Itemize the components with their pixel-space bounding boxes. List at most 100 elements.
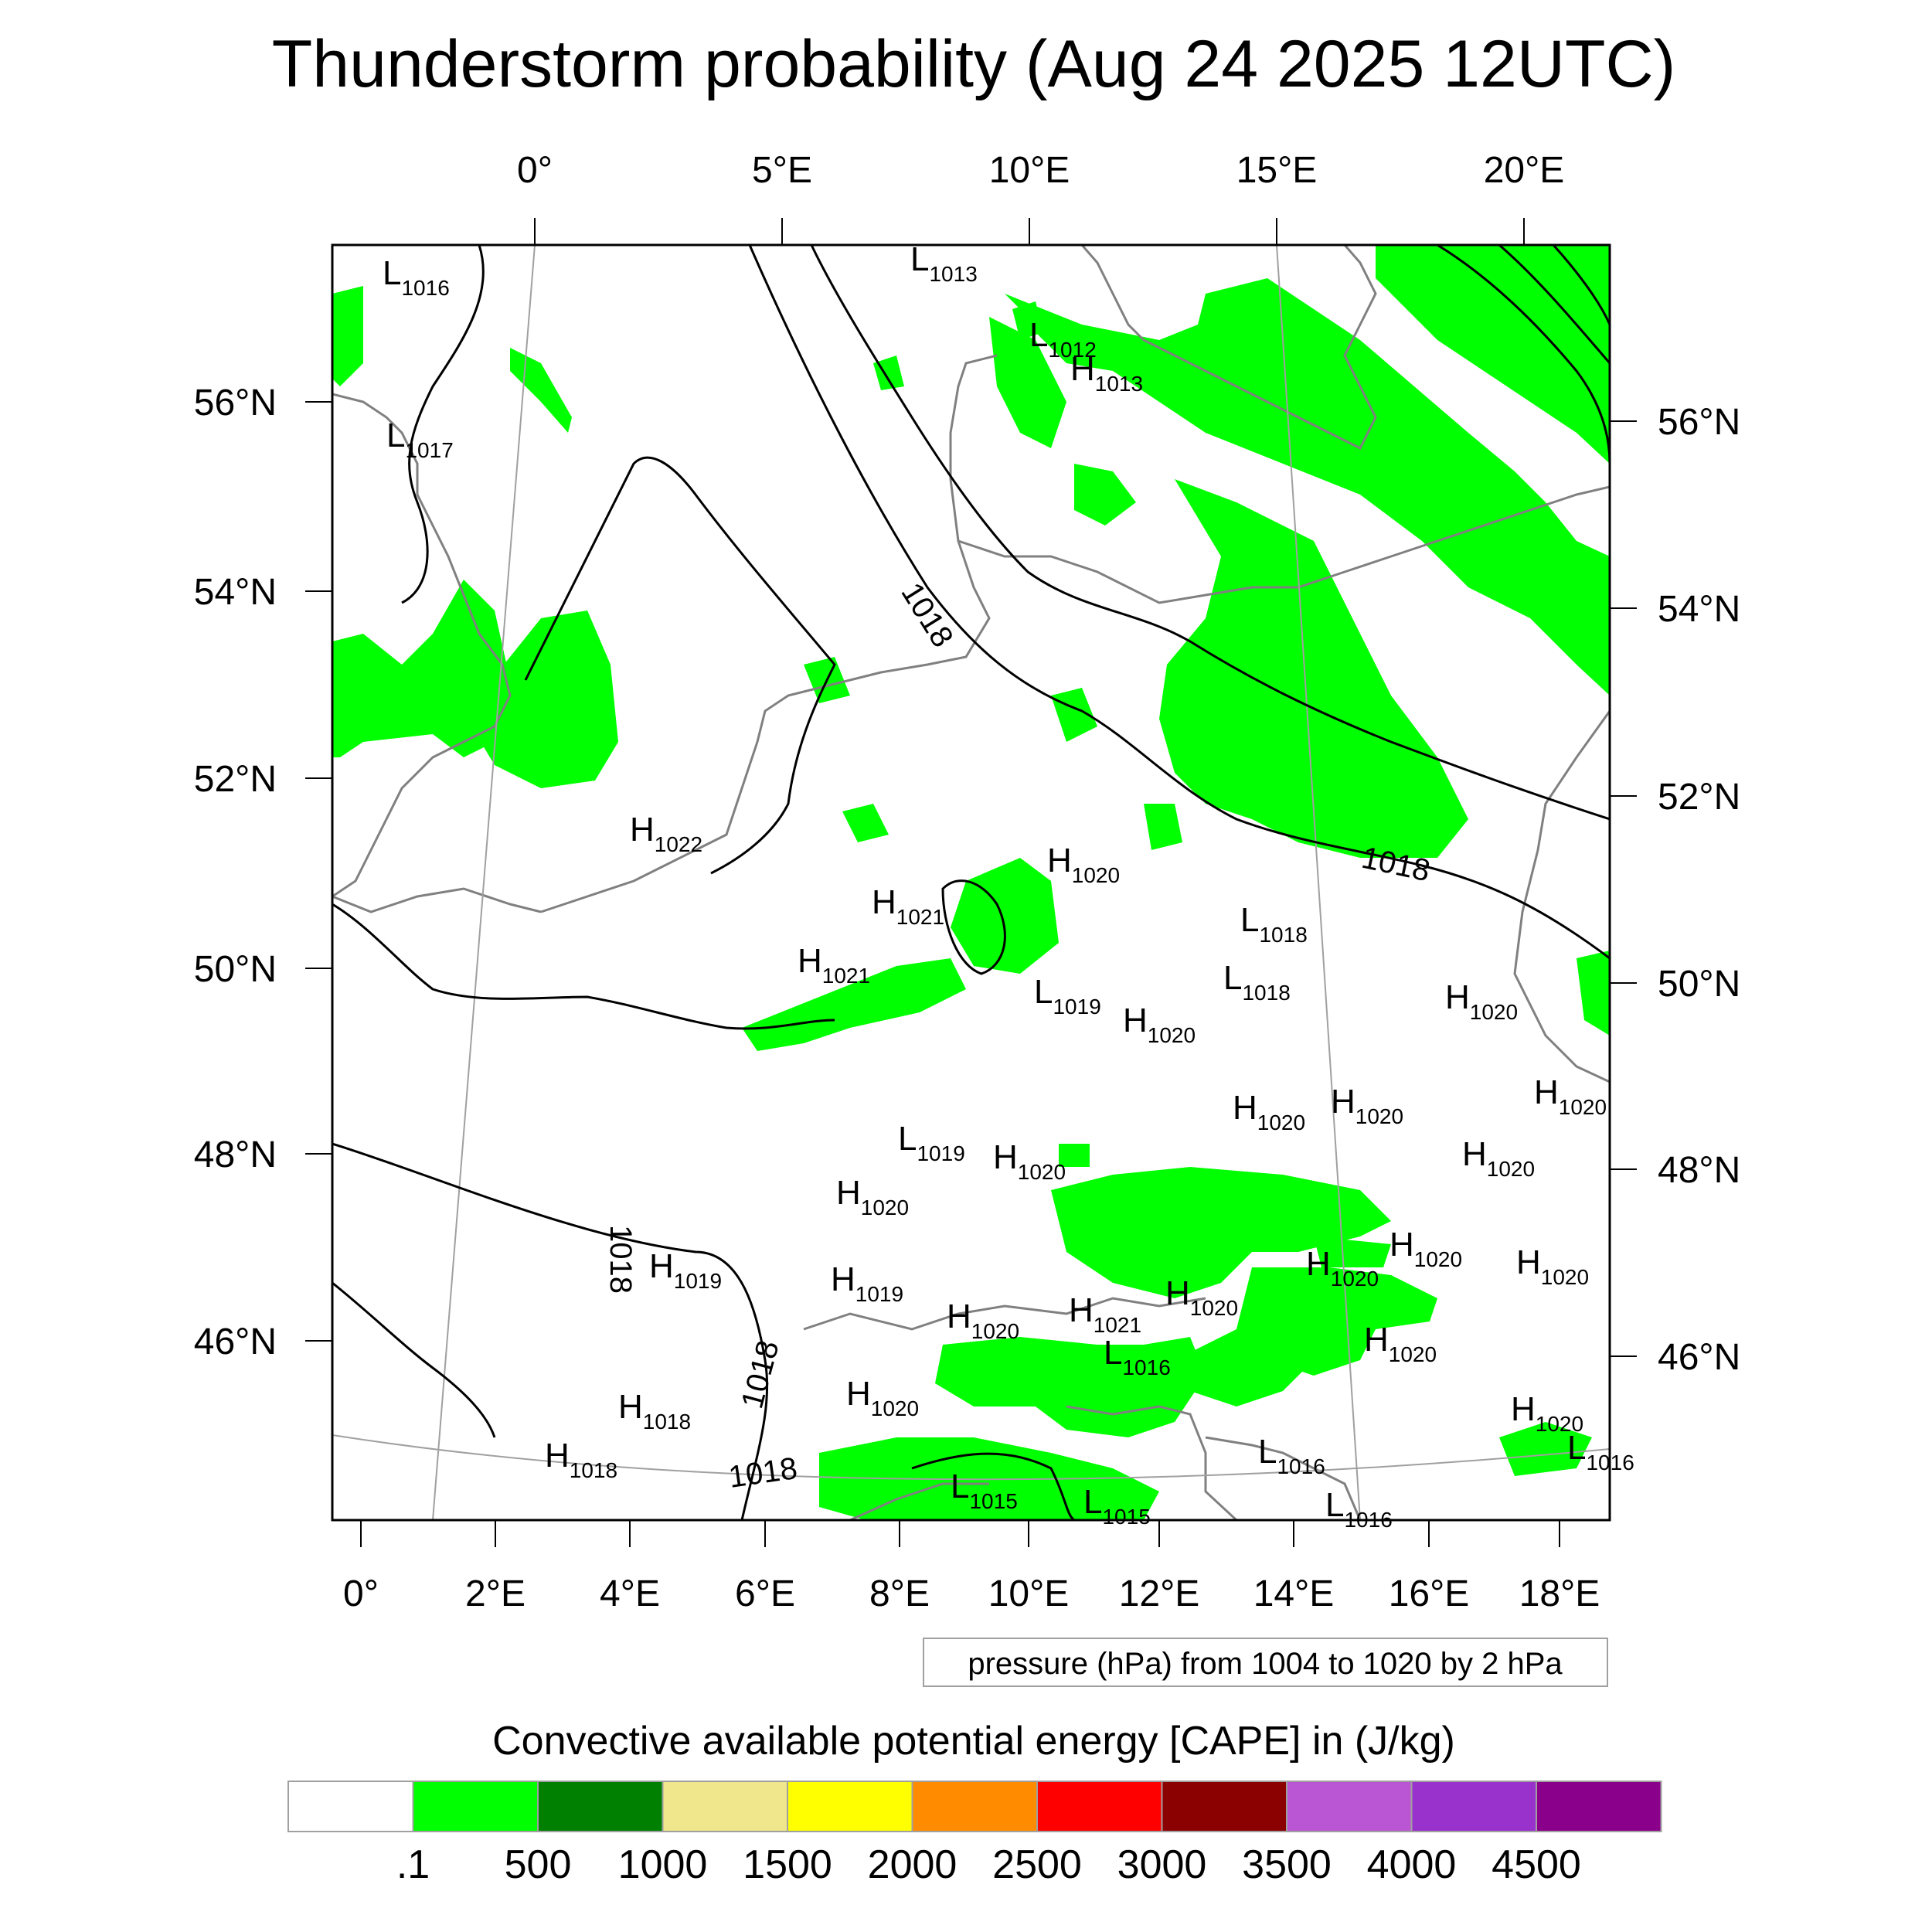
cape-area-east-edge bbox=[1577, 951, 1610, 1036]
cape-area-czech bbox=[1144, 804, 1182, 850]
pressure-center-value: 1020 bbox=[1487, 1157, 1535, 1181]
pressure-center-high: H1020 bbox=[1331, 1083, 1403, 1128]
top-lon-label: 5°E bbox=[752, 150, 812, 191]
coast-adriatic-east bbox=[1205, 1436, 1362, 1520]
bottom-lon-label: 12°E bbox=[1119, 1573, 1200, 1614]
isobar-uk-south bbox=[332, 903, 835, 1030]
cape-area-east-anglia bbox=[471, 611, 618, 788]
pressure-center-value: 1022 bbox=[655, 832, 702, 856]
pressure-center-letter: H bbox=[798, 942, 822, 980]
pressure-center-letter: H bbox=[1233, 1089, 1257, 1127]
cape-area-denmark bbox=[989, 317, 1066, 448]
axis-ticks bbox=[305, 218, 1637, 1547]
map-title: Thunderstorm probability (Aug 24 2025 12… bbox=[272, 27, 1675, 101]
pressure-center-letter: H bbox=[1389, 1226, 1414, 1264]
pressure-center-letter: L bbox=[951, 1468, 969, 1505]
pressure-center-low: L1013 bbox=[910, 240, 978, 286]
bottom-lon-label: 8°E bbox=[869, 1573, 930, 1614]
isobar-bohemia-loop bbox=[941, 879, 1006, 975]
pressure-center-value: 1018 bbox=[1259, 923, 1307, 947]
isobar-1018-west bbox=[332, 1142, 769, 1520]
border-alpine bbox=[803, 1297, 1206, 1331]
colorbar-box bbox=[1536, 1781, 1662, 1832]
pressure-center-high: H1020 bbox=[1534, 1073, 1607, 1119]
cape-area-balkans bbox=[1499, 1422, 1592, 1476]
pressure-center-low: L1016 bbox=[1104, 1334, 1171, 1379]
pressure-center-high: H1020 bbox=[1306, 1245, 1379, 1291]
pressure-center-value: 1019 bbox=[674, 1269, 722, 1293]
pressure-center-letter: H bbox=[1165, 1274, 1190, 1312]
pressure-center-value: 1020 bbox=[1536, 1412, 1583, 1436]
colorbar-boxes bbox=[287, 1781, 1662, 1832]
map-frame bbox=[331, 243, 1611, 1522]
pressure-center-low: L1016 bbox=[383, 254, 450, 300]
pressure-center-value: 1017 bbox=[405, 438, 453, 462]
pressure-center-letter: L bbox=[1240, 901, 1259, 939]
pressure-center-value: 1016 bbox=[401, 276, 449, 300]
colorbar-box bbox=[1286, 1781, 1413, 1832]
pressure-center-letter: L bbox=[1325, 1486, 1344, 1524]
cape-area-dk-south bbox=[1074, 464, 1136, 526]
colorbar-label: .1 bbox=[396, 1842, 430, 1887]
pressure-center-high: H1013 bbox=[1070, 350, 1143, 396]
pressure-center-high: H1020 bbox=[1233, 1089, 1305, 1134]
pressure-center-low: L1012 bbox=[1029, 316, 1097, 362]
colorbar-box bbox=[1036, 1781, 1163, 1832]
pressure-center-high: H1018 bbox=[545, 1437, 617, 1482]
pressure-center-value: 1020 bbox=[1414, 1247, 1462, 1271]
pressure-center-high: H1020 bbox=[1462, 1135, 1535, 1181]
coast-baltic bbox=[957, 485, 1610, 604]
bottom-lon-label: 4°E bbox=[600, 1573, 660, 1614]
pressure-center-high: H1020 bbox=[1123, 1002, 1196, 1047]
coast-continent bbox=[540, 354, 998, 913]
pressure-center-letter: H bbox=[1069, 1291, 1094, 1329]
pressure-center-value: 1013 bbox=[929, 262, 977, 286]
contour-info-frame bbox=[923, 1638, 1608, 1687]
pressure-center-high: H1021 bbox=[1069, 1291, 1141, 1337]
pressure-center-low: L1019 bbox=[1034, 973, 1101, 1019]
pressure-center-value: 1015 bbox=[969, 1489, 1017, 1513]
pressure-center-high: H1020 bbox=[836, 1174, 909, 1219]
colorbar-box bbox=[787, 1781, 913, 1832]
isobar-east-ring-1 bbox=[1437, 245, 1610, 464]
pressure-center-value: 1020 bbox=[1072, 863, 1120, 887]
pressure-center-low: L1019 bbox=[898, 1120, 965, 1165]
colorbar-box bbox=[412, 1781, 539, 1832]
bottom-lon-label: 2°E bbox=[465, 1573, 526, 1614]
pressure-center-high: H1019 bbox=[831, 1260, 903, 1306]
colorbar-box bbox=[537, 1781, 664, 1832]
colorbar-label: 500 bbox=[505, 1842, 572, 1887]
top-lon-label: 15°E bbox=[1236, 150, 1318, 191]
pressure-center-letter: L bbox=[1223, 959, 1242, 997]
pressure-center-high: H1020 bbox=[1364, 1321, 1437, 1366]
pressure-center-letter: H bbox=[947, 1298, 971, 1335]
cape-area-uk-east bbox=[332, 580, 510, 757]
bottom-lon-label: 10°E bbox=[988, 1573, 1070, 1614]
bottom-lon-label: 14°E bbox=[1253, 1573, 1335, 1614]
pressure-center-value: 1020 bbox=[1190, 1296, 1238, 1320]
pressure-center-letter: L bbox=[386, 417, 405, 454]
graticule-layer bbox=[332, 245, 1610, 1520]
colorbar-box bbox=[911, 1781, 1038, 1832]
isobar-1018-wedge bbox=[524, 456, 836, 875]
cape-area-adriatic bbox=[1175, 1329, 1314, 1406]
pressure-center-high: H1020 bbox=[1445, 978, 1518, 1024]
pressure-center-letter: H bbox=[1047, 842, 1072, 879]
colorbar-label: 3000 bbox=[1117, 1842, 1207, 1887]
top-lon-label: 10°E bbox=[989, 150, 1070, 191]
parallel-south bbox=[332, 1434, 1610, 1481]
pressure-center-letter: H bbox=[846, 1375, 871, 1413]
pressure-center-value: 1020 bbox=[1470, 1000, 1518, 1024]
top-lon-labels: 0° 5°E 10°E 15°E 20°E bbox=[517, 150, 1564, 191]
pressure-center-letter: L bbox=[1258, 1433, 1277, 1471]
colorbar-box bbox=[1161, 1781, 1287, 1832]
contour-info-box: pressure (hPa) from 1004 to 1020 by 2 hP… bbox=[923, 1638, 1608, 1687]
pressure-center-value: 1020 bbox=[1018, 1160, 1066, 1184]
border-east bbox=[1513, 710, 1610, 1083]
pressure-center-low: L1015 bbox=[1083, 1483, 1151, 1529]
pressure-center-letter: L bbox=[1029, 316, 1048, 354]
cape-area-alps-north bbox=[1051, 1167, 1391, 1298]
pressure-center-low: L1016 bbox=[1325, 1486, 1393, 1532]
right-lat-labels: 56°N 54°N 52°N 50°N 48°N 46°N bbox=[1658, 402, 1740, 1378]
coast-italy-north bbox=[1066, 1405, 1238, 1520]
